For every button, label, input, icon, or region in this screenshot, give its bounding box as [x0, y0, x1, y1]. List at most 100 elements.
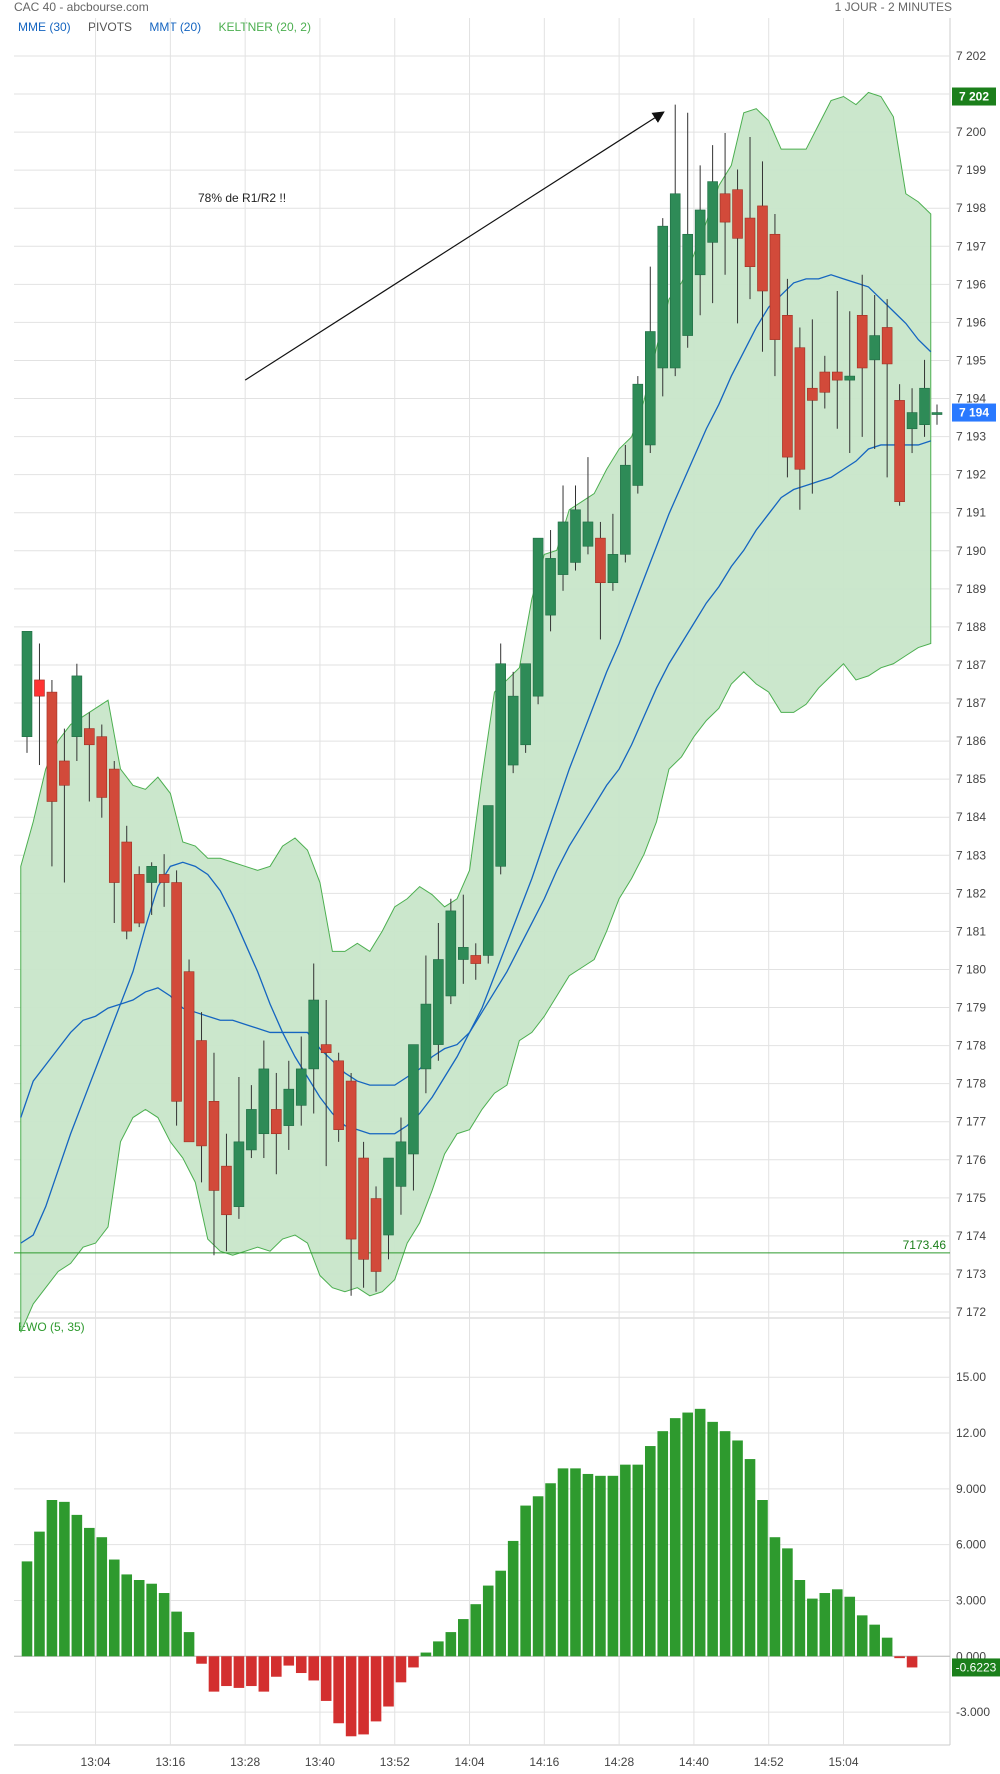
ewo-bar: [694, 1408, 706, 1657]
ewo-bar: [794, 1580, 806, 1657]
price-tick-label: 7 184: [956, 810, 986, 824]
candle-body: [495, 663, 506, 867]
ewo-bar: [84, 1527, 95, 1657]
ewo-bar: [470, 1604, 482, 1657]
ewo-last-badge-bg: [952, 1658, 1000, 1677]
candle-body: [246, 1109, 257, 1151]
ewo-bar: [520, 1505, 531, 1657]
time-tick-label: 13:16: [155, 1755, 185, 1769]
price-tick-label: 7 174: [956, 1229, 986, 1243]
ewo-bar: [308, 1656, 320, 1681]
candle-body: [645, 331, 656, 446]
ewo-bar: [34, 1531, 45, 1657]
candle-body: [632, 383, 644, 486]
candle-body: [146, 866, 157, 883]
candle-body: [620, 464, 631, 555]
high-price-badge: 7 202: [959, 90, 989, 104]
candle-body: [408, 1044, 419, 1155]
candle-body: [869, 335, 880, 361]
ewo-bar: [906, 1656, 918, 1668]
candle-body: [345, 1080, 357, 1240]
ewo-tick-label: -3.000: [956, 1705, 990, 1719]
ewo-bar: [532, 1496, 544, 1657]
ewo-bar: [408, 1656, 419, 1668]
candle-body: [271, 1109, 282, 1135]
candle-body: [682, 233, 693, 336]
ewo-bar: [358, 1656, 369, 1735]
candle-body: [570, 509, 581, 563]
ewo-bar: [258, 1656, 270, 1692]
time-axis: 13:04 13:16 13:28 13:40 13:52 14:04 14:16 14:28…: [81, 1755, 859, 1769]
indicator-mmt20[interactable]: MMT (20): [149, 20, 202, 34]
price-tick-label: 7 192: [956, 468, 986, 482]
candle-body: [782, 315, 793, 458]
candles: [21, 104, 943, 1296]
ewo-bar: [345, 1656, 357, 1737]
candle-body: [96, 736, 108, 798]
pivot-line: 7173.46: [14, 1238, 950, 1254]
ewo-bar: [669, 1418, 681, 1657]
indicator-pivots[interactable]: PIVOTS: [88, 20, 133, 34]
ewo-bar: [108, 1559, 120, 1657]
ewo-bar: [458, 1619, 469, 1657]
candle-body: [744, 217, 756, 267]
ewo-bar: [607, 1475, 619, 1657]
price-tick-label: 7 177: [956, 1115, 986, 1129]
price-tick-label: 7 182: [956, 886, 986, 900]
timeframe-label[interactable]: 1 JOUR - 2 MINUTES: [834, 0, 952, 14]
annotation: 78% de R1/R2 !!: [198, 111, 665, 381]
candle-body: [532, 537, 544, 697]
ewo-bar: [869, 1624, 880, 1657]
price-tick-label: 7 186: [956, 734, 986, 748]
ewo-bar: [482, 1585, 494, 1657]
candle-body: [931, 412, 943, 415]
ewo-bar: [507, 1540, 519, 1657]
time-tick-label: 14:28: [604, 1755, 634, 1769]
candle-body: [694, 209, 706, 276]
candle-body: [21, 631, 33, 737]
candle-body: [196, 1040, 207, 1147]
price-axis: 7 172 7 173 7 174 7 175 7 176 7 177 7 178 7 178…: [952, 49, 996, 1319]
ewo-bar: [146, 1583, 157, 1657]
ewo-bar: [59, 1501, 70, 1657]
price-tick-label: 7 200: [956, 125, 986, 139]
indicator-mme30[interactable]: MME (30): [18, 20, 71, 34]
time-tick-label: 15:04: [828, 1755, 858, 1769]
ewo-bar: [433, 1641, 444, 1657]
ewo-bar: [196, 1656, 207, 1664]
candle-body: [445, 910, 457, 997]
candle-body: [133, 874, 145, 924]
candle-body: [894, 400, 905, 502]
time-tick-label: 14:16: [529, 1755, 559, 1769]
ewo-bar: [557, 1468, 569, 1657]
candle-body: [258, 1068, 270, 1135]
annotation-text: 78% de R1/R2 !!: [198, 191, 286, 205]
price-tick-label: 7 183: [956, 848, 986, 862]
ewo-bar: [121, 1574, 133, 1657]
candle-body: [769, 233, 781, 340]
candle-body: [158, 874, 170, 883]
candle-body: [108, 768, 120, 883]
candle-body: [470, 955, 482, 964]
candle-body: [707, 181, 718, 243]
indicator-keltner[interactable]: KELTNER (20, 2): [218, 20, 311, 34]
ewo-bar: [545, 1483, 556, 1657]
ewo-bar: [333, 1656, 344, 1724]
candle-body: [221, 1165, 232, 1216]
candle-body: [856, 315, 868, 369]
price-tick-label: 7 173: [956, 1267, 986, 1281]
candle-body: [657, 225, 669, 369]
candle-body: [794, 347, 806, 470]
ewo-title: EWO (5, 35): [18, 1320, 85, 1334]
ewo-bar: [632, 1464, 644, 1657]
ewo-bar: [782, 1548, 793, 1657]
price-tick-label: 7 194: [956, 392, 986, 406]
ewo-bar: [831, 1589, 843, 1657]
ewo-bar: [719, 1431, 731, 1657]
ewo-bar: [370, 1656, 382, 1722]
price-tick-label: 7 178: [956, 1077, 986, 1091]
price-tick-label: 7 188: [956, 620, 986, 634]
candle-body: [881, 327, 893, 365]
ewo-bar: [158, 1593, 170, 1657]
